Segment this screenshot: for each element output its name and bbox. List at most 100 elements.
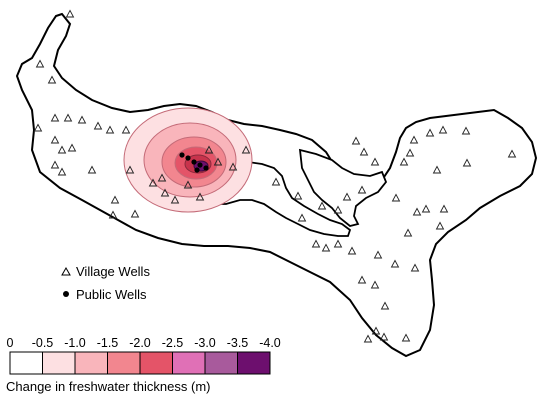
public-wells-layer (179, 152, 209, 173)
village-well-marker (125, 165, 135, 174)
village-well-marker (33, 123, 43, 132)
public-well-marker (203, 165, 209, 171)
village-well-marker (409, 135, 419, 144)
village-well-marker (351, 136, 361, 145)
village-well-marker (438, 125, 448, 134)
scale-swatch (107, 351, 141, 375)
village-well-marker (204, 145, 214, 154)
village-well-marker (271, 177, 281, 186)
village-well-marker (110, 195, 120, 204)
scale-swatch (204, 351, 238, 375)
village-well-marker (297, 213, 307, 222)
public-well-marker (185, 155, 191, 161)
village-well-marker (311, 239, 321, 248)
scale-tick-label: -1.5 (97, 336, 119, 350)
village-well-marker (462, 158, 472, 167)
scale-swatch (172, 351, 206, 375)
village-well-marker (160, 188, 170, 197)
village-well-marker (357, 275, 367, 284)
village-well-marker (47, 75, 57, 84)
village-well-marker (35, 59, 45, 68)
scale-tick-label: -2.5 (162, 336, 184, 350)
scale-tick-label: -3.5 (227, 336, 249, 350)
village-well-legend-icon (61, 266, 71, 276)
village-well-marker (317, 201, 327, 210)
village-well-marker (93, 121, 103, 130)
village-well-marker (391, 193, 401, 202)
scale-swatch (42, 351, 76, 375)
village-well-marker (241, 145, 251, 154)
village-well-marker (77, 115, 87, 124)
village-well-marker (359, 147, 369, 156)
village-well-marker (57, 145, 67, 154)
village-well-marker (379, 332, 389, 341)
village-well-marker (65, 9, 75, 18)
village-well-marker (380, 301, 390, 310)
scale-tick-label: -3.0 (194, 336, 216, 350)
scale-swatch (9, 351, 43, 375)
village-well-marker (363, 334, 373, 343)
village-well-marker (432, 165, 442, 174)
scale-tick-label: -2.0 (129, 336, 151, 350)
village-well-marker (399, 157, 409, 166)
village-well-marker (87, 165, 97, 174)
village-well-marker (67, 143, 77, 152)
village-well-marker (461, 126, 471, 135)
village-well-marker (108, 210, 118, 219)
village-well-marker (371, 326, 381, 335)
scale-title: Change in freshwater thickness (m) (6, 379, 210, 394)
village-wells-label: Village Wells (76, 264, 150, 279)
village-well-marker (425, 128, 435, 137)
village-well-marker (50, 160, 60, 169)
village-well-marker (105, 125, 115, 134)
public-wells-label: Public Wells (76, 287, 147, 302)
village-well-marker (370, 157, 380, 166)
village-well-marker (435, 221, 445, 230)
village-well-marker (121, 125, 131, 134)
village-well-marker (148, 178, 158, 187)
village-well-marker (321, 243, 331, 252)
village-well-marker (410, 263, 420, 272)
village-wells-layer (33, 9, 517, 343)
village-well-marker (50, 113, 60, 122)
scale-tick-labels: 0 -0.5 -1.0 -1.5 -2.0 -2.5 -3.0 -3.5 -4.0 (7, 336, 281, 350)
village-well-marker (213, 157, 223, 166)
village-well-marker (57, 167, 67, 176)
village-well-marker (63, 113, 73, 122)
village-well-marker (50, 135, 60, 144)
scale-swatch (139, 351, 173, 375)
village-well-marker (390, 259, 400, 268)
village-well-marker (183, 180, 193, 189)
village-well-marker (157, 173, 167, 182)
village-well-marker (370, 280, 380, 289)
scale-swatch (237, 351, 271, 375)
scale-swatches (9, 351, 271, 375)
scale-tick-label: -1.0 (64, 336, 86, 350)
village-well-marker (507, 149, 517, 158)
village-well-marker (439, 204, 449, 213)
scale-swatch (74, 351, 108, 375)
scale-tick-label: -0.5 (32, 336, 54, 350)
village-well-marker (130, 209, 140, 218)
village-well-marker (228, 162, 238, 171)
village-well-marker (373, 250, 383, 259)
village-well-marker (293, 191, 303, 200)
village-well-marker (347, 246, 357, 255)
village-well-marker (170, 195, 180, 204)
village-well-marker (421, 204, 431, 213)
village-well-marker (333, 205, 343, 214)
public-well-marker (179, 152, 185, 158)
village-well-marker (403, 228, 413, 237)
public-well-marker (194, 167, 200, 173)
village-well-marker (333, 239, 343, 248)
public-well-marker (197, 162, 203, 168)
scale-tick-label: 0 (7, 336, 14, 350)
village-well-marker (357, 185, 367, 194)
symbol-legend: Village Wells Public Wells (61, 264, 150, 302)
lagoon-arm (298, 148, 388, 227)
village-well-marker (342, 192, 352, 201)
scale-tick-label: -4.0 (259, 336, 281, 350)
village-well-marker (195, 192, 205, 201)
color-scale-legend: 0 -0.5 -1.0 -1.5 -2.0 -2.5 -3.0 -3.5 -4.0 Change… (6, 336, 281, 394)
